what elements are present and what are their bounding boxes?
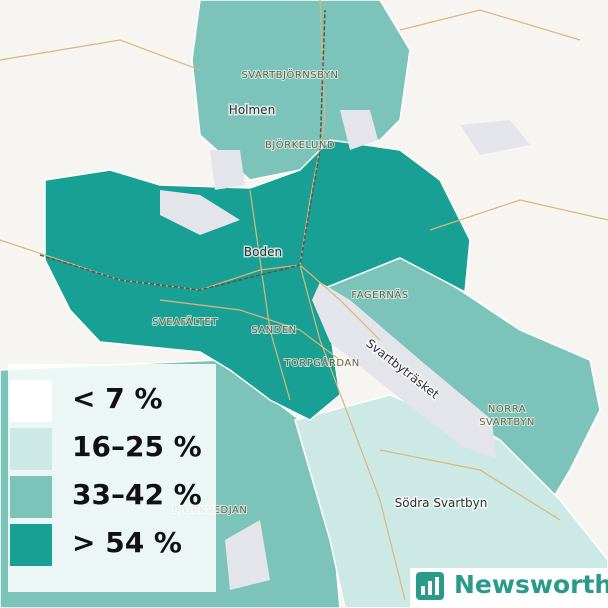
place-label: NORRA — [488, 404, 526, 415]
place-label: SVARTBYN — [479, 417, 535, 428]
legend-swatch — [10, 428, 52, 470]
place-label: Södra Svartbyn — [395, 496, 488, 510]
place-label: Boden — [244, 245, 282, 259]
region — [44, 139, 471, 421]
place-label: SANDEN — [251, 325, 296, 336]
legend-swatch — [10, 476, 52, 518]
legend: < 7 % 16–25 % 33–42 % > 54 % — [10, 380, 202, 566]
water — [160, 110, 530, 590]
legend-label: < 7 % — [72, 382, 163, 415]
place-label: SVARTBJÖRNSBYN — [241, 68, 338, 81]
legend-label: > 54 % — [72, 526, 182, 559]
legend-label: 16–25 % — [72, 430, 202, 463]
place-label: Holmen — [229, 103, 275, 117]
place-label: TORPGÅRDAN — [283, 356, 359, 369]
place-label: BJÖRKELUND — [265, 138, 335, 151]
place-label: FAGERNÄS — [351, 288, 408, 301]
brand-logo — [416, 572, 444, 600]
legend-swatch — [10, 524, 52, 566]
brand-name: Newsworthy — [454, 570, 608, 599]
legend-swatch — [10, 380, 52, 422]
place-label: SVEAFÄLTET — [152, 315, 218, 328]
legend-label: 33–42 % — [72, 478, 202, 511]
